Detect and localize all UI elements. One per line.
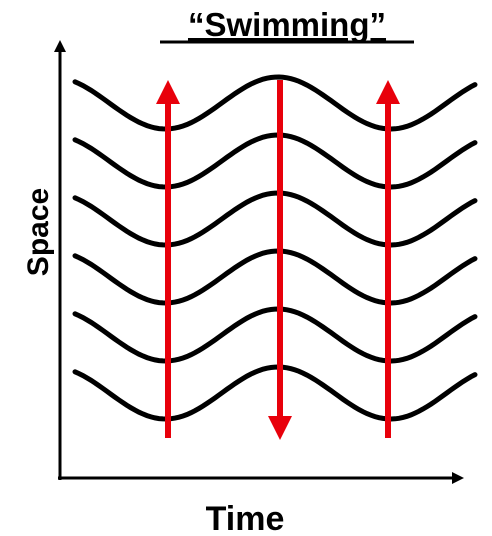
title: “Swimming” [188, 6, 386, 43]
wave [72, 190, 478, 248]
waves [72, 74, 478, 422]
y-axis-label: Space [22, 188, 55, 276]
wave [72, 132, 478, 190]
x-axis-label: Time [206, 500, 285, 536]
wave [72, 306, 478, 364]
wave [72, 248, 478, 306]
wave [72, 74, 478, 132]
wave [72, 364, 478, 422]
